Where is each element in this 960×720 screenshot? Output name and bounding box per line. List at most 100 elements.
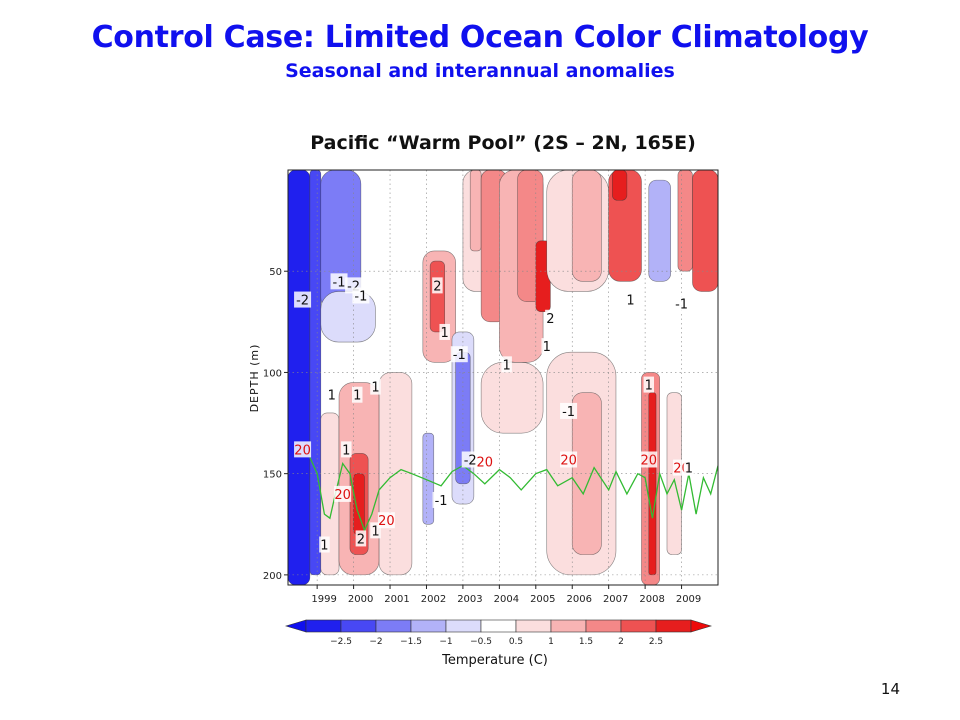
anomaly-region	[480, 362, 544, 434]
y-tick-label: 150	[263, 470, 282, 481]
colorbar-tick-label: 1.5	[579, 637, 593, 647]
anomaly-region	[677, 170, 693, 272]
contour-label-bg	[640, 451, 658, 468]
x-tick-label: 2008	[639, 594, 664, 605]
anomaly-region	[469, 170, 482, 252]
contour-label: 1	[353, 389, 361, 404]
contour-label-bg	[294, 291, 312, 308]
y-tick-label: 100	[263, 368, 282, 379]
contour-label: 20	[294, 443, 311, 458]
contour-label-bg	[560, 451, 578, 468]
chart-title: Pacific “Warm Pool” (2S – 2N, 165E)	[310, 132, 696, 154]
colorbar-segment	[515, 619, 552, 633]
contour-label-bg	[683, 459, 695, 476]
colorbar-segment	[655, 619, 692, 633]
contour-label-bg	[330, 273, 348, 290]
x-tick-label: 2001	[384, 594, 409, 605]
contour-label-bg	[541, 338, 552, 355]
anomaly-region	[612, 170, 628, 201]
contour-label: -1	[333, 275, 346, 290]
contour-label: 1	[441, 326, 449, 341]
y-axis: 50 100 150 200	[263, 267, 288, 582]
contour-label: 2	[546, 312, 554, 327]
colorbar-label: Temperature (C)	[441, 653, 548, 668]
contour-label: 20	[640, 453, 657, 468]
contour-label: -2	[296, 294, 309, 309]
contour-label: 20	[334, 488, 351, 503]
slide-title: Control Case: Limited Ocean Color Climat…	[91, 20, 869, 55]
colorbar-tick-label: −1.5	[400, 637, 422, 647]
contour-label: -2	[464, 453, 477, 468]
contour-label: 20	[378, 514, 395, 529]
contour-label-bg	[673, 295, 691, 312]
contour-label-bg	[625, 291, 636, 308]
contour-label: 2	[433, 279, 441, 294]
contour-label-bg	[439, 323, 450, 340]
contour-label: -1	[453, 348, 466, 363]
contour-label-bg	[501, 356, 512, 373]
colorbar-tick-label: −2.5	[330, 637, 352, 647]
colorbar-tick-label: 2	[618, 637, 624, 647]
colorbar-tick-label: −0.5	[470, 637, 492, 647]
anomaly-region	[648, 392, 657, 576]
colorbar-tick-label: 1	[548, 637, 554, 647]
contour-label: -1	[675, 298, 688, 313]
contour-label-bg	[450, 346, 468, 363]
anomaly-region	[288, 170, 311, 585]
anomaly-region	[648, 179, 671, 282]
colorbar-tick-label: 2.5	[649, 637, 663, 647]
colorbar-segment	[550, 619, 587, 633]
contour-label: 20	[477, 456, 494, 471]
x-tick-label: 2003	[457, 594, 482, 605]
colorbar-segment	[340, 619, 377, 633]
colorbar-min-arrow	[284, 619, 307, 633]
isotherm-layer	[309, 457, 718, 533]
anomaly-region	[429, 260, 445, 333]
contour-label: -1	[435, 494, 448, 509]
contour-label: -1	[562, 405, 575, 420]
contour-label-bg	[351, 386, 363, 403]
contour-label-bg	[326, 386, 337, 403]
plot-frame	[287, 169, 719, 586]
contour-label: 1	[685, 462, 693, 477]
contour-label-bg	[643, 376, 655, 393]
contour-label-bg	[560, 402, 578, 419]
colorbar-tick-label: −1	[439, 637, 452, 647]
contour-label: 1	[328, 389, 336, 404]
anomaly-region	[692, 170, 718, 292]
x-tick-label: 2005	[530, 594, 555, 605]
contour-label-bg	[334, 485, 352, 502]
contour-label: 20	[560, 453, 577, 468]
contour-label: 1	[320, 539, 328, 554]
contour-label: 1	[645, 379, 653, 394]
colorbar-tick-label: 0.5	[509, 637, 523, 647]
x-axis: 1999 2000 2001 2002 2003 2004 2005 2006 2007 2008…	[311, 585, 701, 605]
contour-label: 1	[371, 381, 379, 396]
contour-label-bg	[370, 522, 381, 539]
contour-label: 1	[371, 524, 379, 539]
slide-subtitle: Seasonal and interannual anomalies	[285, 60, 675, 82]
x-tick-label: 2009	[676, 594, 701, 605]
contour-label-bg	[294, 441, 312, 458]
isotherm-20c-line	[309, 457, 718, 533]
x-tick-label: 1999	[311, 594, 336, 605]
colorbar-segment	[480, 619, 517, 633]
x-tick-label: 2000	[348, 594, 373, 605]
contour-label-bg	[545, 309, 556, 326]
x-tick-label: 2006	[567, 594, 592, 605]
x-tick-label: 2007	[603, 594, 628, 605]
contour-label-bg	[377, 512, 395, 529]
contour-label-bg	[476, 453, 494, 470]
contour-label-bg	[319, 536, 330, 553]
anomaly-region	[571, 170, 602, 282]
contour-label: 1	[342, 443, 350, 458]
colorbar: −2.5 −2 −1.5 −1 −0.5 0.5 1 1.5 2 2.5	[284, 619, 713, 647]
colorbar-segment	[410, 619, 447, 633]
y-tick-label: 200	[263, 571, 282, 582]
colorbar-segment	[585, 619, 622, 633]
contour-label: 2	[357, 532, 365, 547]
page-number: 14	[880, 680, 900, 698]
x-tick-label: 2004	[494, 594, 519, 605]
colorbar-segment	[445, 619, 482, 633]
colorbar-tick-label: −2	[369, 637, 382, 647]
